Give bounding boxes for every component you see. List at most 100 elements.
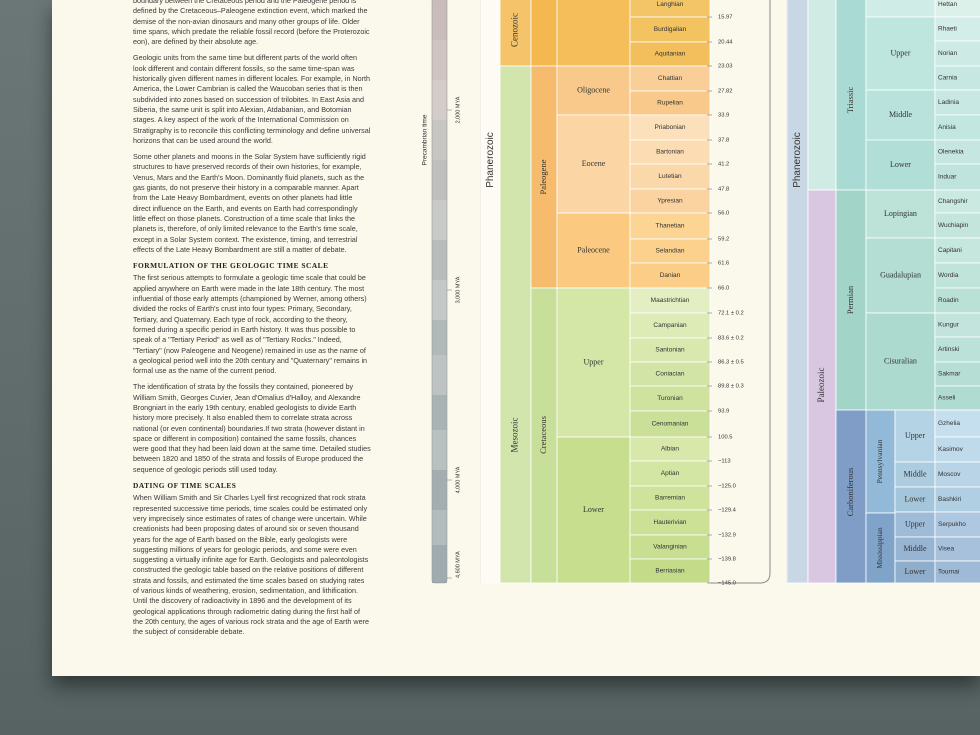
cell-label: Danian (660, 272, 681, 279)
age-label: ~139.8 (718, 557, 736, 563)
cell-label: Langhian (657, 1, 684, 8)
cell-label: Roadin (938, 297, 959, 304)
age-label: 59.2 (718, 237, 729, 243)
precambrian-label: Precambrian time (422, 114, 429, 165)
cell (934, 336, 980, 363)
cell-label: Paleozoic (816, 368, 826, 403)
cell-label: Norian (938, 50, 958, 57)
paragraph: Some other planets and moons in the Sola… (133, 152, 366, 254)
age-label: ~113 (718, 459, 731, 465)
cell-label: Aquitanian (655, 51, 686, 58)
cell-label: Rhaeti (938, 26, 957, 33)
cell-label: Valanginian (653, 544, 687, 551)
cell-label: Ypresian (657, 198, 683, 205)
cell-label: Bashkiri (938, 496, 961, 503)
cell (934, 312, 980, 338)
paragraph: Geologic units from the same time but di… (133, 53, 371, 145)
age-label: 41.2 (718, 162, 729, 168)
cell-label: Sakmar (938, 371, 961, 378)
cell-label: Paleocene (577, 245, 610, 254)
age-label: 33.9 (718, 113, 729, 119)
cell-label: Permian (845, 285, 855, 314)
cell-label: Guadalupian (880, 270, 921, 279)
heading: FORMULATION OF THE GEOLOGIC TIME SCALE (133, 261, 329, 271)
cell (556, 287, 631, 438)
cell (934, 361, 980, 387)
cell (629, 337, 711, 363)
cell-label: Asseli (938, 395, 955, 402)
cell (556, 436, 631, 584)
cell-label: Mississippian (875, 527, 884, 569)
cell-label: Lower (583, 505, 604, 514)
cell-label: Lower (890, 160, 911, 169)
cell (629, 460, 711, 487)
cell (894, 409, 936, 463)
age-label: 37.8 (718, 138, 729, 144)
age-label: 20.44 (718, 40, 733, 46)
cell-label: Visea (938, 546, 955, 553)
precambrian-band (432, 160, 447, 200)
precambrian-band (432, 355, 447, 395)
cell-label: Santonian (655, 347, 685, 354)
age-label: 93.9 (718, 409, 729, 415)
cell-label: Barremian (655, 495, 685, 502)
cell-label: Olenekia (938, 149, 964, 156)
precambrian-band (432, 510, 447, 545)
cell-label: Lower (905, 494, 926, 503)
cell (934, 287, 980, 314)
cell-label: Middle (903, 544, 927, 553)
age-label: 23.03 (718, 64, 733, 70)
age-label: 100.5 (718, 435, 733, 441)
cell (934, 486, 980, 513)
cell (499, 0, 532, 67)
cell (934, 65, 980, 91)
cell (629, 114, 711, 141)
age-label: 27.82 (718, 89, 733, 95)
cell (934, 139, 980, 165)
cell (629, 90, 711, 116)
cell-label: Phanerozoic (792, 132, 803, 188)
precambrian-tick-label: 3,000 MYA (455, 276, 461, 303)
cell-label: Wordia (938, 272, 959, 279)
cell-label: Maastrichtian (651, 297, 690, 304)
cell-label: Hettan (938, 1, 958, 8)
cell (629, 163, 711, 190)
precambrian-band (432, 40, 447, 80)
cell-label: Oligocene (577, 85, 610, 94)
cell-label: Phanerozoic (485, 132, 496, 188)
cell-label: Wuchiapin (938, 222, 969, 229)
age-label: 56.0 (718, 211, 729, 217)
precambrian-tick-label: 4,600 MYA (455, 551, 461, 578)
cell (530, 0, 558, 67)
precambrian-band (432, 0, 447, 40)
cell-label: Cenozoic (510, 13, 520, 47)
precambrian-band (432, 395, 447, 430)
precambrian-tick-label: 2,000 MYA (455, 96, 461, 123)
cell (556, 114, 631, 214)
age-label: 83.6 ± 0.2 (718, 336, 744, 342)
precambrian-band (432, 120, 447, 160)
cell-label: Paleogene (538, 159, 548, 194)
cell (530, 287, 558, 584)
cell-label: Upper (584, 357, 604, 366)
precambrian-band (432, 80, 447, 120)
precambrian-band (432, 320, 447, 355)
cell-label: Cenomanian (652, 421, 689, 428)
age-label: 15.97 (718, 15, 733, 21)
cell-label: Carnia (938, 75, 958, 82)
cell-label: Rupelian (657, 100, 683, 107)
cell-label: Triassic (845, 86, 855, 113)
paragraph: When William Smith and Sir Charles Lyell… (133, 493, 369, 637)
cell-label: Ladinia (938, 99, 959, 106)
cell-label: Eocene (582, 159, 606, 168)
paragraph: The first serious attempts to formulate … (133, 273, 368, 376)
cell-label: Thanetian (656, 223, 685, 230)
precambrian-band (432, 200, 447, 240)
cell-label: Carboniferous (845, 468, 855, 517)
cell-label: Upper (905, 519, 925, 528)
cell (894, 461, 936, 488)
cell (629, 385, 711, 412)
cell (807, 189, 837, 584)
cell (865, 89, 936, 141)
